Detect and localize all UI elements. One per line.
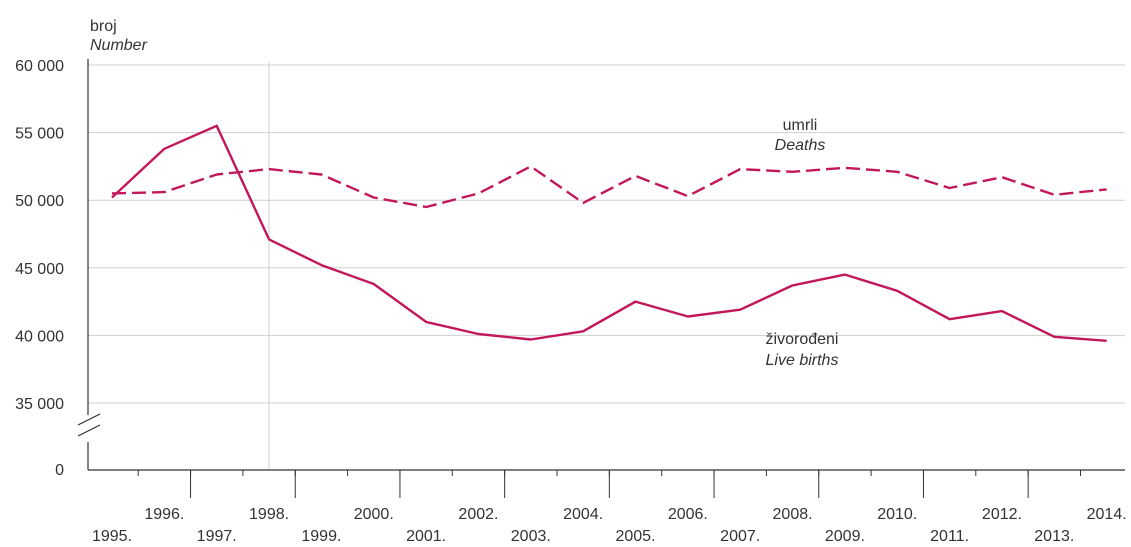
series-label-deaths: umrli Deaths xyxy=(775,117,826,154)
x-tick-label: 2013. xyxy=(1034,528,1074,545)
axis-break-mark xyxy=(77,413,101,426)
y-tick-label: 0 xyxy=(55,462,64,479)
x-tick-label: 1998. xyxy=(249,506,289,523)
x-tick-label: 2007. xyxy=(720,528,760,545)
x-tick-label: 1997. xyxy=(197,528,237,545)
live-births-line xyxy=(111,124,1107,342)
deaths-label-local: umrli xyxy=(783,117,818,134)
x-tick-label: 2011. xyxy=(930,528,969,545)
gridlines xyxy=(88,62,1125,470)
x-tick-label: 1996. xyxy=(144,506,184,523)
series-lines xyxy=(111,124,1107,342)
y-axis-title: broj Number xyxy=(90,18,148,54)
x-tick-label: 2009. xyxy=(825,528,865,545)
x-tick-label: 2012. xyxy=(982,506,1022,523)
x-tick-label: 2002. xyxy=(458,506,498,523)
y-tick-label: 45 000 xyxy=(15,261,64,278)
x-tick-label: 2003. xyxy=(511,528,551,545)
x-tick-label: 2010. xyxy=(877,506,917,523)
series-label-live-births: živorođeni Live births xyxy=(766,331,839,369)
y-axis-title-local: broj xyxy=(90,18,117,35)
x-tick-label: 2008. xyxy=(773,506,813,523)
x-tick-label: 2004. xyxy=(563,506,603,523)
x-tick-labels: 1995. 1996. 1997. 1998. 1999. 2000. 2001. 2002.… xyxy=(92,506,1127,545)
y-tick-label: 35 000 xyxy=(15,396,64,413)
y-tick-label: 60 000 xyxy=(15,58,64,75)
x-tick-label: 2014. xyxy=(1087,506,1127,523)
deaths-label-english: Deaths xyxy=(775,137,826,154)
y-axis-title-english: Number xyxy=(90,37,148,54)
x-tick-label: 2001. xyxy=(406,528,446,545)
y-tick-label: 50 000 xyxy=(15,193,64,210)
axes xyxy=(77,59,1125,498)
x-tick-label: 2005. xyxy=(615,528,655,545)
x-tick-label: 2000. xyxy=(354,506,394,523)
live-births-label-english: Live births xyxy=(766,352,839,369)
y-tick-labels: 60 000 55 000 50 000 45 000 40 000 35 000 0 xyxy=(15,58,64,479)
live-births-label-local: živorođeni xyxy=(766,331,839,348)
y-tick-label: 55 000 xyxy=(15,126,64,143)
x-tick-label: 1999. xyxy=(301,528,341,545)
axis-break-mark xyxy=(77,424,101,437)
x-tick-label: 2006. xyxy=(668,506,708,523)
x-tick-label: 1995. xyxy=(92,528,132,545)
deaths-line xyxy=(111,165,1107,209)
y-tick-label: 40 000 xyxy=(15,328,64,345)
